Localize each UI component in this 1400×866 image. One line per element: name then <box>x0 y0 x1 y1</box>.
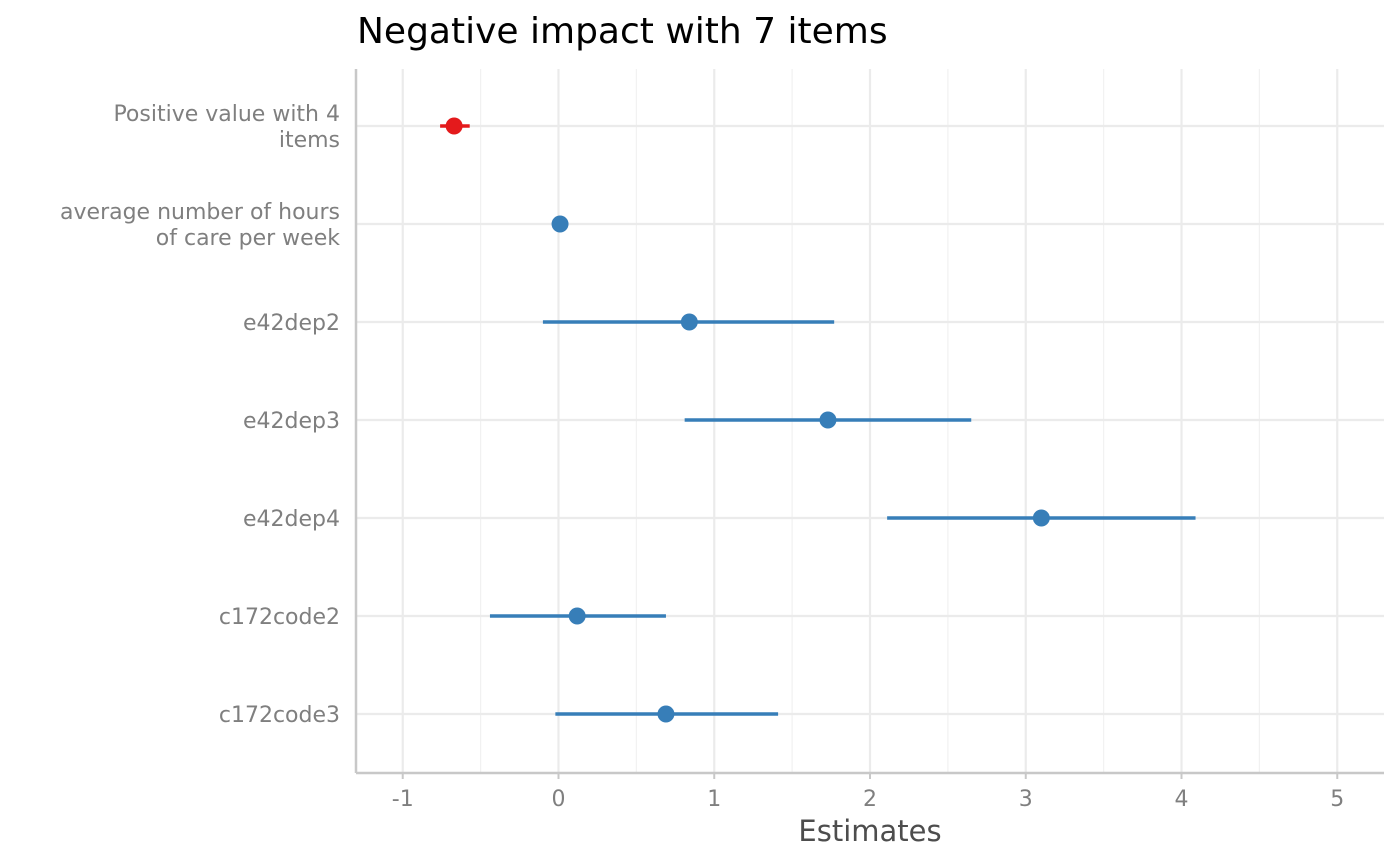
x-axis-ticks: -1 0 1 2 3 4 5 <box>392 773 1344 812</box>
term-row <box>440 117 470 135</box>
term-row <box>555 705 779 723</box>
estimate-point <box>680 313 698 331</box>
y-tick-label: e42dep3 <box>243 409 340 434</box>
x-tick-label: 1 <box>707 787 721 812</box>
x-tick-label: 3 <box>1019 787 1033 812</box>
term-row <box>887 509 1196 527</box>
term-row <box>542 313 835 331</box>
x-tick-label: -1 <box>392 787 414 812</box>
y-tick-label: c172code2 <box>219 605 340 630</box>
estimate-point <box>657 705 675 723</box>
y-tick-label: average number of hours of care per week <box>60 200 340 251</box>
term-row <box>684 411 972 429</box>
estimate-point <box>445 117 463 135</box>
term-row <box>551 215 569 233</box>
x-axis-label: Estimates <box>798 814 941 848</box>
y-tick-label: e42dep2 <box>243 311 340 336</box>
estimate-point <box>551 215 569 233</box>
x-tick-label: 2 <box>863 787 877 812</box>
estimate-marks <box>440 117 1196 723</box>
x-tick-label: 5 <box>1330 787 1344 812</box>
estimate-point <box>819 411 837 429</box>
x-tick-label: 4 <box>1175 787 1189 812</box>
chart-title: Negative impact with 7 items <box>357 11 888 52</box>
y-tick-label: c172code3 <box>219 703 340 728</box>
x-tick-label: 0 <box>551 787 565 812</box>
y-tick-label: Positive value with 4 items <box>113 102 340 153</box>
y-tick-label: e42dep4 <box>243 507 340 532</box>
term-row <box>489 607 666 625</box>
estimate-point <box>568 607 586 625</box>
y-axis-labels: Positive value with 4 items average number… <box>60 102 340 728</box>
estimate-point <box>1032 509 1050 527</box>
